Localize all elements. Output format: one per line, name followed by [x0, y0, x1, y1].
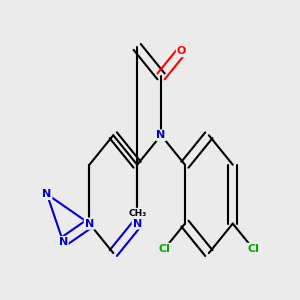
Text: N: N	[85, 219, 94, 229]
Text: O: O	[177, 46, 186, 56]
Text: N: N	[85, 219, 94, 229]
Text: N: N	[58, 237, 68, 247]
Text: N: N	[42, 189, 52, 199]
Text: Cl: Cl	[247, 244, 259, 254]
Text: N: N	[133, 219, 142, 229]
Text: Cl: Cl	[159, 244, 171, 254]
Text: CH₃: CH₃	[128, 208, 146, 217]
Text: N: N	[156, 130, 166, 140]
